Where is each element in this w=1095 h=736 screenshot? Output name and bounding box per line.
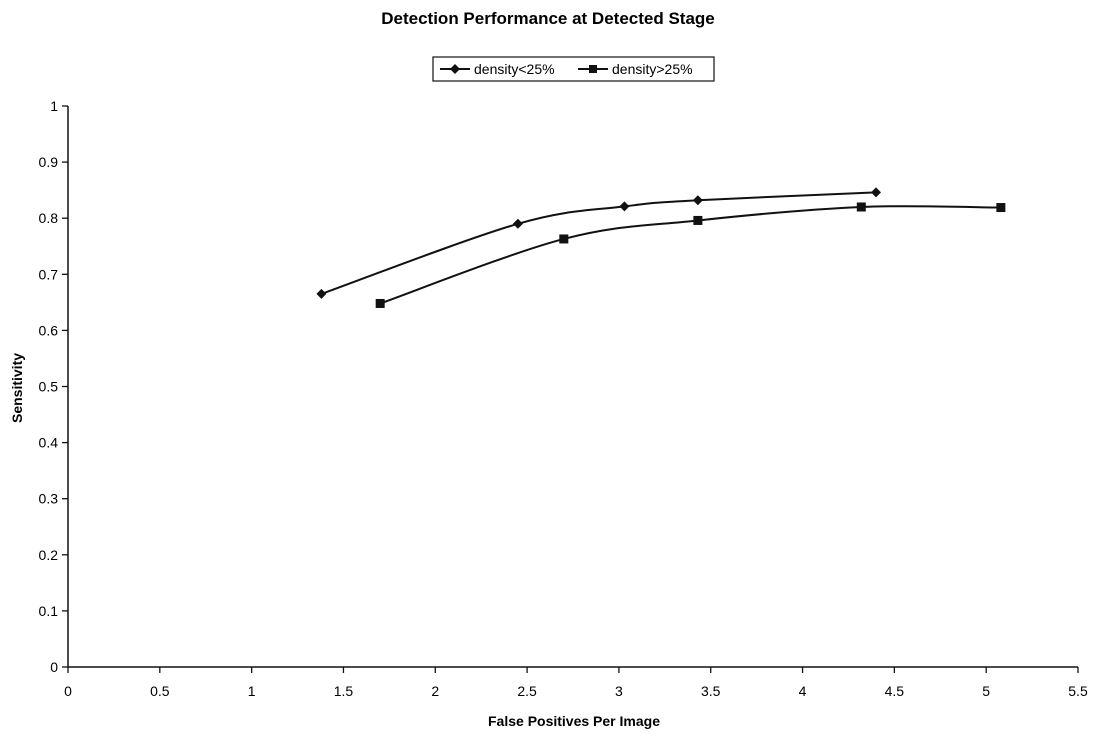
- x-axis-title: False Positives Per Image: [488, 713, 660, 729]
- x-tick-label: 5: [982, 683, 990, 699]
- y-tick-label: 0: [50, 659, 58, 675]
- y-tick-label: 1: [50, 98, 58, 114]
- data-point-diamond: [512, 218, 523, 229]
- y-tick-label: 0.9: [39, 154, 59, 170]
- series-line-1: [321, 191, 877, 295]
- x-tick-label: 4: [799, 683, 807, 699]
- legend-marker-diamond: [450, 64, 460, 74]
- data-point-diamond: [316, 288, 327, 299]
- x-tick-label: 3: [615, 683, 623, 699]
- y-tick-label: 0.3: [39, 491, 59, 507]
- x-tick-label: 1.5: [334, 683, 354, 699]
- x-ticks: 0 0.5 1 1.5 2 2.5 3 3.5 4 4.5 5 5.5: [64, 667, 1088, 699]
- data-point-square: [559, 234, 569, 244]
- y-ticks: 0 0.1 0.2 0.3 0.4 0.5 0.6 0.7 0.8 0.9 1: [39, 98, 68, 675]
- x-tick-label: 5.5: [1068, 683, 1088, 699]
- y-tick-label: 0.1: [39, 603, 59, 619]
- y-tick-label: 0.5: [39, 379, 59, 395]
- legend-label-series-2: density>25%: [612, 61, 693, 77]
- data-point-square: [693, 215, 703, 225]
- x-tick-label: 2: [431, 683, 439, 699]
- data-point-square: [856, 202, 866, 212]
- legend-box: [432, 56, 715, 82]
- data-point-square: [375, 298, 385, 308]
- data-point-diamond: [692, 195, 703, 206]
- x-tick-label: 0: [64, 683, 72, 699]
- data-point-diamond: [871, 187, 881, 198]
- series-layer: [316, 187, 1006, 308]
- y-tick-label: 0.7: [39, 266, 59, 282]
- y-tick-label: 0.6: [39, 322, 59, 338]
- legend: density<25% density>25%: [432, 56, 715, 82]
- data-point-square: [996, 203, 1006, 213]
- x-tick-label: 1: [248, 683, 256, 699]
- legend-label-series-1: density<25%: [474, 61, 555, 77]
- y-axis-title: Sensitivity: [9, 353, 25, 423]
- series-line-2: [379, 205, 1001, 305]
- x-tick-label: 4.5: [885, 683, 905, 699]
- x-tick-label: 0.5: [150, 683, 170, 699]
- y-tick-label: 0.4: [39, 435, 59, 451]
- legend-marker-square: [589, 65, 597, 73]
- x-tick-label: 3.5: [701, 683, 721, 699]
- data-point-diamond: [619, 201, 630, 212]
- x-tick-label: 2.5: [517, 683, 537, 699]
- y-tick-label: 0.2: [39, 547, 59, 563]
- chart-title: Detection Performance at Detected Stage: [381, 9, 715, 28]
- y-tick-label: 0.8: [39, 210, 59, 226]
